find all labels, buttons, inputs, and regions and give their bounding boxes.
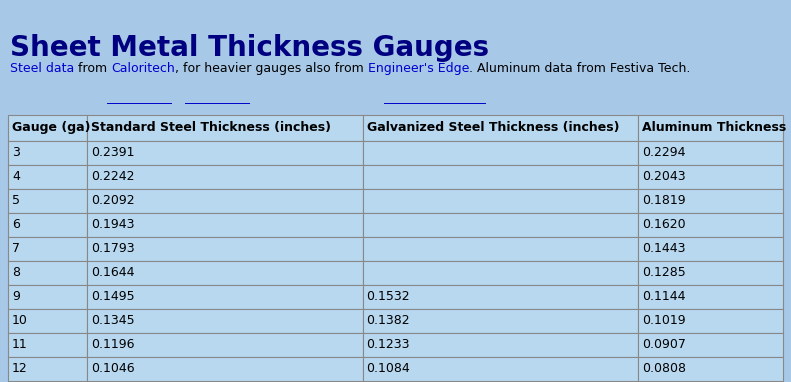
Text: 5: 5 [12, 194, 20, 207]
Bar [88, 333, 362, 357]
Text: 0.1019: 0.1019 [642, 314, 685, 327]
Bar [638, 141, 783, 165]
Text: , for heavier gauges also from: , for heavier gauges also from [175, 62, 368, 75]
Bar [638, 213, 783, 237]
Text: 0.1345: 0.1345 [92, 314, 135, 327]
Text: Steel data: Steel data [10, 62, 74, 75]
Text: 3: 3 [12, 147, 20, 160]
Text: 0.0808: 0.0808 [642, 363, 686, 376]
Bar [8, 237, 88, 261]
Bar [8, 285, 88, 309]
Bar [362, 141, 638, 165]
Bar [362, 333, 638, 357]
Bar [88, 261, 362, 285]
Text: Gauge (ga): Gauge (ga) [12, 121, 90, 134]
Bar [88, 165, 362, 189]
Text: 6: 6 [12, 219, 20, 231]
Text: 10: 10 [12, 314, 28, 327]
Text: 0.1620: 0.1620 [642, 219, 685, 231]
Bar [8, 333, 88, 357]
Bar [8, 261, 88, 285]
Bar [638, 285, 783, 309]
Text: 0.1793: 0.1793 [92, 243, 135, 256]
Text: Standard Steel Thickness (inches): Standard Steel Thickness (inches) [92, 121, 331, 134]
Bar [88, 285, 362, 309]
Bar [8, 213, 88, 237]
Text: 0.1233: 0.1233 [366, 338, 410, 351]
Bar [362, 309, 638, 333]
Bar [8, 141, 88, 165]
Text: 0.1443: 0.1443 [642, 243, 685, 256]
Text: 0.1495: 0.1495 [92, 290, 135, 304]
Text: 0.1046: 0.1046 [92, 363, 135, 376]
Bar [8, 309, 88, 333]
Bar [638, 189, 783, 213]
Text: 8: 8 [12, 267, 20, 280]
Text: 0.2043: 0.2043 [642, 170, 685, 183]
Bar [638, 309, 783, 333]
Bar [88, 309, 362, 333]
Text: Caloritech: Caloritech [112, 62, 175, 75]
Text: 0.1644: 0.1644 [92, 267, 135, 280]
Text: Sheet Metal Thickness Gauges: Sheet Metal Thickness Gauges [10, 34, 489, 62]
Text: 0.1285: 0.1285 [642, 267, 686, 280]
Bar [638, 165, 783, 189]
Text: 12: 12 [12, 363, 28, 376]
Bar [638, 261, 783, 285]
Text: 0.1943: 0.1943 [92, 219, 135, 231]
Bar [8, 189, 88, 213]
Text: 9: 9 [12, 290, 20, 304]
Bar [362, 285, 638, 309]
Bar [8, 357, 88, 381]
Bar [638, 357, 783, 381]
Bar [88, 357, 362, 381]
Text: from: from [74, 62, 112, 75]
Text: 0.2391: 0.2391 [92, 147, 135, 160]
Text: 7: 7 [12, 243, 20, 256]
Bar [362, 165, 638, 189]
Text: 0.1532: 0.1532 [366, 290, 411, 304]
Bar [362, 237, 638, 261]
Text: 11: 11 [12, 338, 28, 351]
Text: Engineer's Edge: Engineer's Edge [368, 62, 469, 75]
Text: 0.2092: 0.2092 [92, 194, 135, 207]
Bar [362, 213, 638, 237]
Text: 0.1084: 0.1084 [366, 363, 411, 376]
Text: . Aluminum data from Festiva Tech.: . Aluminum data from Festiva Tech. [469, 62, 691, 75]
Bar [638, 115, 783, 141]
Bar [638, 237, 783, 261]
Bar [8, 115, 88, 141]
Bar [88, 189, 362, 213]
Text: 0.1196: 0.1196 [92, 338, 135, 351]
Bar [88, 237, 362, 261]
Text: 0.1819: 0.1819 [642, 194, 685, 207]
Bar [362, 357, 638, 381]
Bar [362, 189, 638, 213]
Text: 0.2294: 0.2294 [642, 147, 685, 160]
Text: 0.2242: 0.2242 [92, 170, 135, 183]
Bar [362, 261, 638, 285]
Text: 0.1382: 0.1382 [366, 314, 411, 327]
Text: 0.1144: 0.1144 [642, 290, 685, 304]
Text: 0.0907: 0.0907 [642, 338, 686, 351]
Bar [88, 213, 362, 237]
Text: Aluminum Thickness (inches): Aluminum Thickness (inches) [642, 121, 791, 134]
Text: 4: 4 [12, 170, 20, 183]
Bar [88, 115, 362, 141]
Text: Galvanized Steel Thickness (inches): Galvanized Steel Thickness (inches) [366, 121, 619, 134]
Bar [362, 115, 638, 141]
Bar [8, 165, 88, 189]
Bar [88, 141, 362, 165]
Bar [638, 333, 783, 357]
